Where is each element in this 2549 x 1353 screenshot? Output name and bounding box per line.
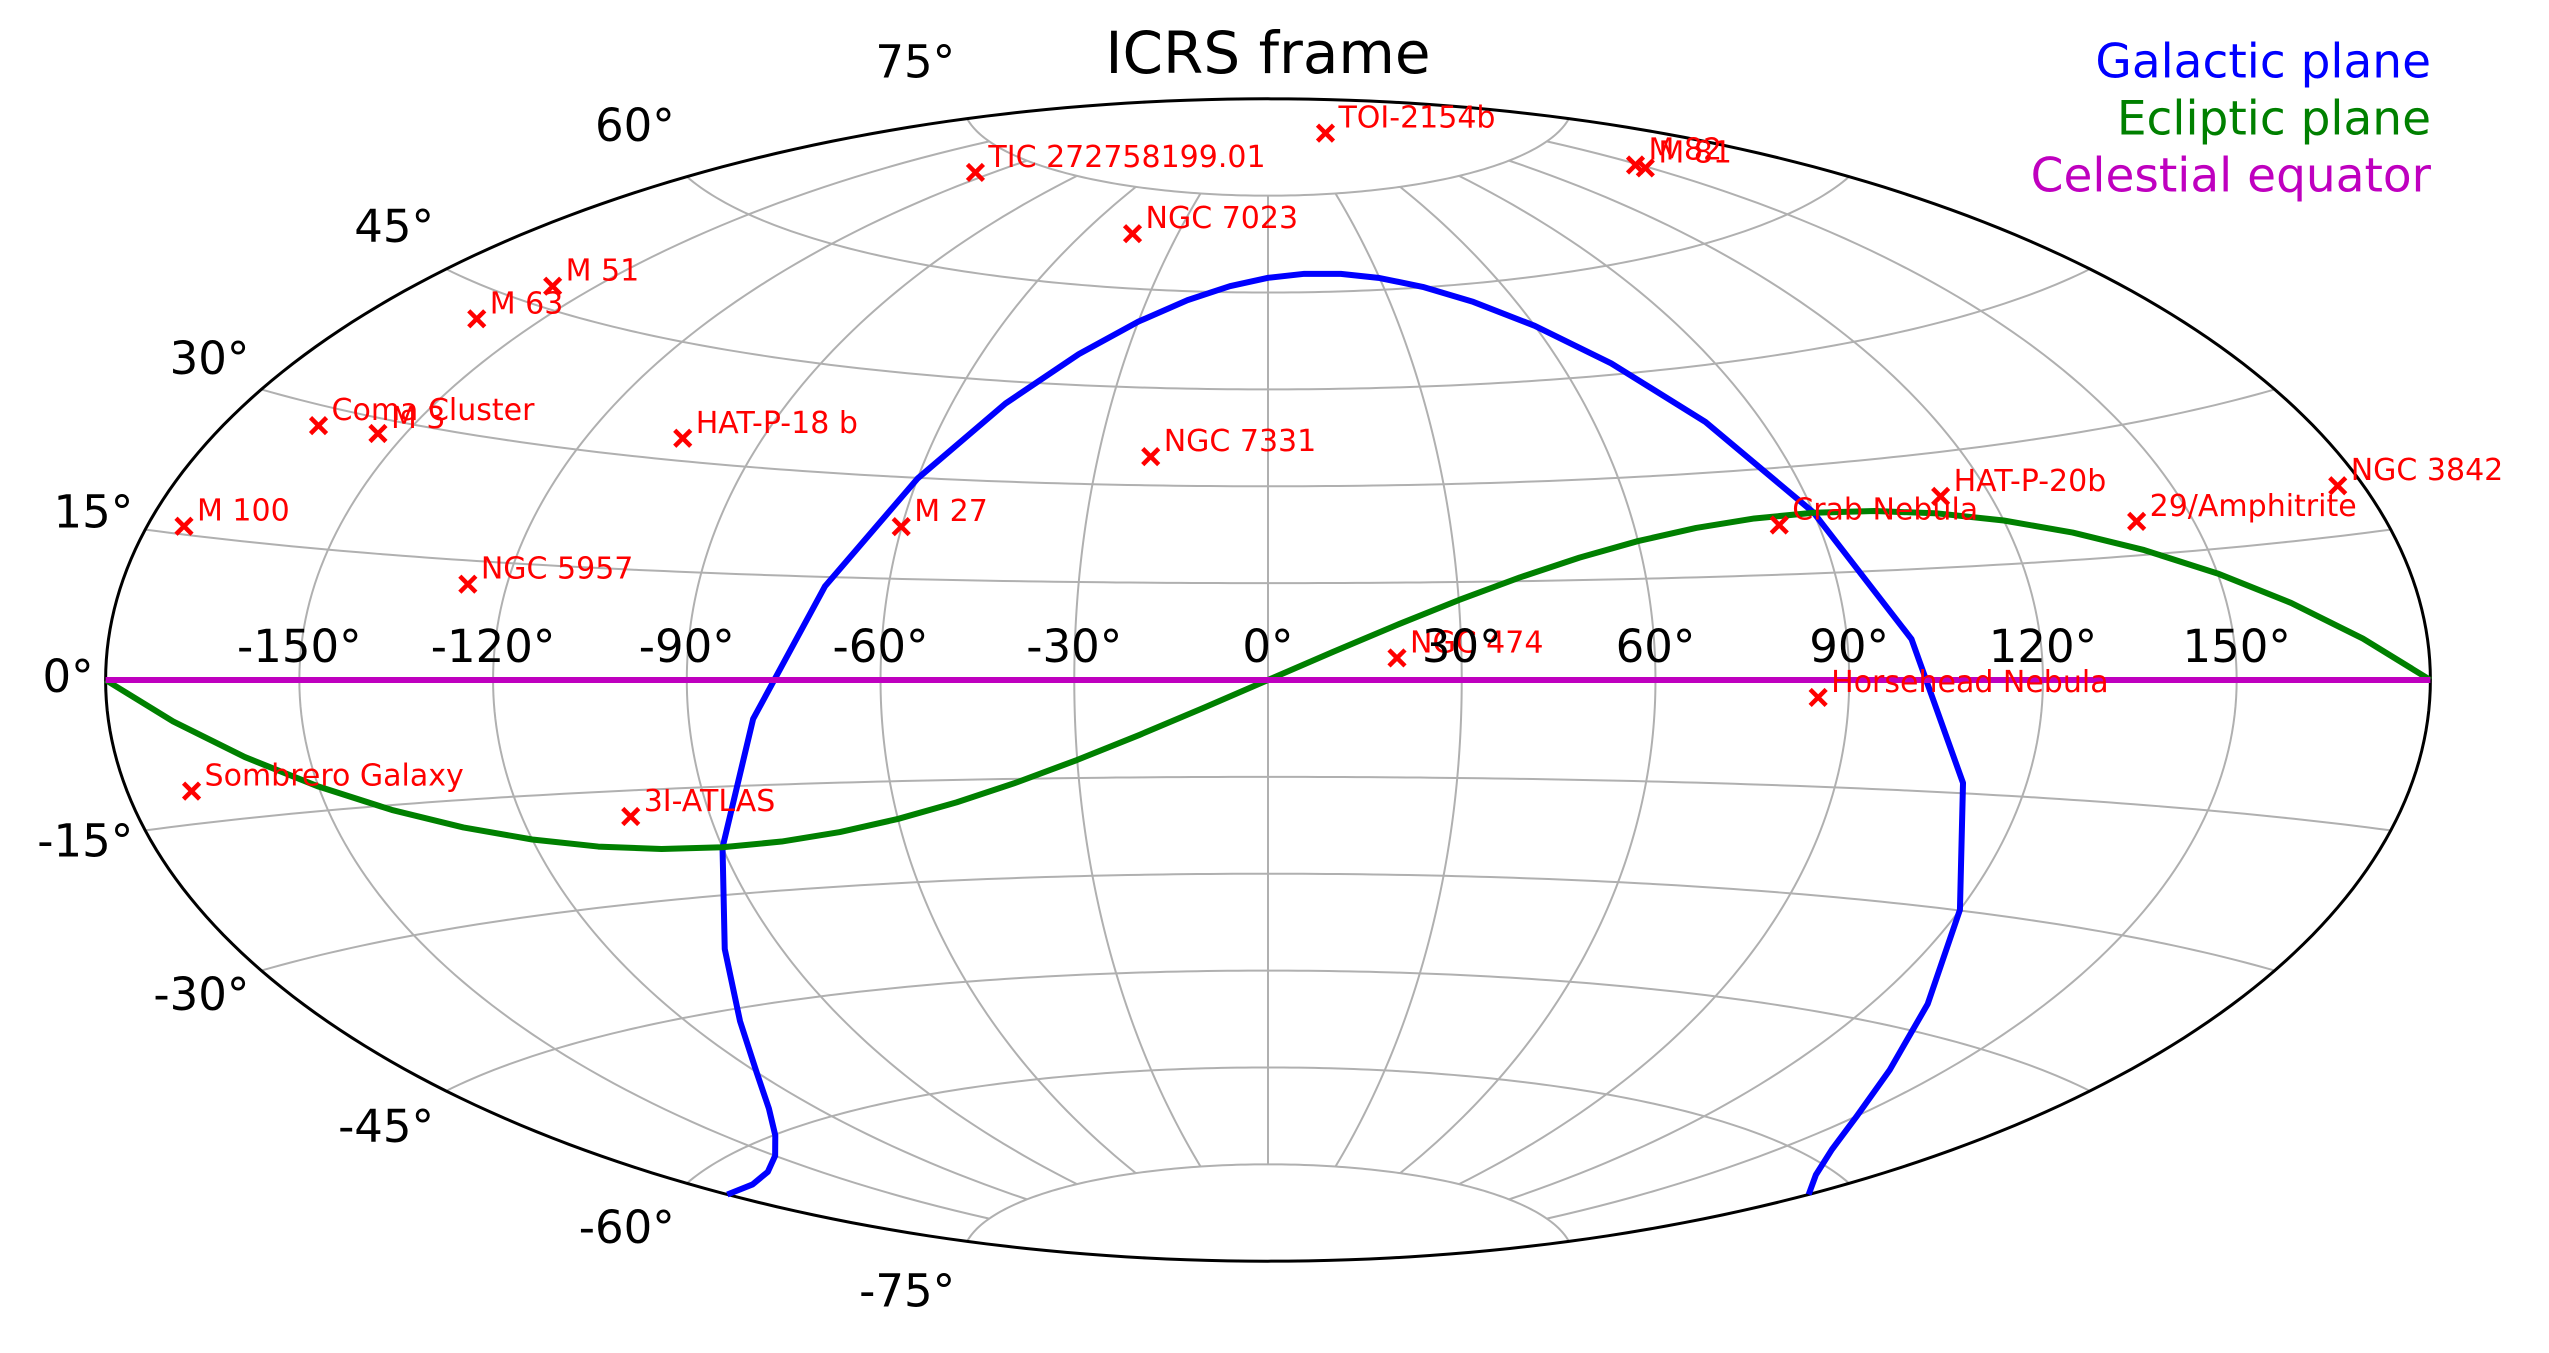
x-tick-label: -30° <box>1026 620 1122 673</box>
point-label: NGC 3842 <box>2351 453 2504 488</box>
frame <box>104 97 2432 1263</box>
marker-stroke <box>543 276 563 296</box>
marker <box>1931 486 1951 506</box>
point-label: Horsehead Nebula <box>1831 665 2108 700</box>
x-tick-label: 0° <box>1242 620 1293 673</box>
marker <box>1808 687 1828 708</box>
point-label: 29/Amphitrite <box>2150 489 2357 524</box>
marker <box>673 428 693 448</box>
marker <box>1635 158 1655 178</box>
marker <box>621 806 641 827</box>
x-tick-label: 90° <box>1809 620 1889 673</box>
y-tick-label: -75° <box>859 1265 955 1318</box>
point-label: Sombrero Galaxy <box>205 759 464 794</box>
point-label: HAT-P-20b <box>1954 464 2107 499</box>
marker-stroke <box>891 517 911 537</box>
y-tick-label: 0° <box>42 650 93 703</box>
marker-stroke <box>458 574 478 594</box>
marker <box>2127 511 2147 531</box>
line-series <box>719 270 1967 1198</box>
x-tick-label: 60° <box>1616 620 1696 673</box>
marker-stroke <box>621 806 641 827</box>
marker <box>458 574 478 594</box>
marker-stroke <box>1387 648 1407 668</box>
y-tick-label: -30° <box>153 968 249 1021</box>
legend-label: Galactic plane <box>2095 35 2431 90</box>
marker <box>1315 123 1336 143</box>
x-tick-label: 150° <box>2182 620 2290 673</box>
x-tick-label: 120° <box>1989 620 2097 673</box>
marker-stroke <box>1635 158 1655 178</box>
y-tick-label: -60° <box>579 1201 675 1254</box>
point-label: Coma Cluster <box>332 393 536 428</box>
chart-title: ICRS frame <box>1105 19 1430 87</box>
marker-stroke <box>308 416 329 436</box>
point-label: M 63 <box>490 286 564 321</box>
marker-stroke <box>467 309 487 329</box>
point-label: NGC 474 <box>1410 625 1543 660</box>
x-tick-label: 30° <box>1422 620 1502 673</box>
point-label: TOI-2154b <box>1337 101 1495 136</box>
marker <box>467 309 487 329</box>
y-tick-label: 15° <box>53 485 133 538</box>
marker-stroke <box>965 162 986 183</box>
marker-stroke <box>2328 476 2348 496</box>
point-label: TIC 272758199.01 <box>987 140 1265 175</box>
marker <box>1387 648 1407 668</box>
y-tick-label: -15° <box>37 815 133 868</box>
point-label: M 27 <box>914 494 988 529</box>
marker-stroke <box>1315 123 1336 143</box>
marker <box>1122 224 1143 244</box>
x-tick-label: -60° <box>833 620 929 673</box>
marker <box>543 276 563 296</box>
legend-label: Celestial equator <box>2031 149 2432 204</box>
marker <box>308 416 329 436</box>
y-tick-label: 30° <box>170 332 250 385</box>
marker <box>2328 476 2348 496</box>
marker <box>1769 515 1789 535</box>
x-tick-label: -150° <box>237 620 362 673</box>
marker-stroke <box>1625 155 1646 175</box>
point-label: M 51 <box>566 254 640 289</box>
point-label: NGC 5957 <box>481 552 634 587</box>
point-label: M 100 <box>197 494 290 529</box>
point-label: NGC 7023 <box>1146 201 1299 236</box>
point-label: HAT-P-18 b <box>696 406 858 441</box>
marker <box>965 162 986 183</box>
marker-stroke <box>673 428 693 448</box>
point-label: 3I-ATLAS <box>644 784 776 819</box>
marker <box>181 781 202 801</box>
marker-stroke <box>1769 515 1789 535</box>
y-tick-label: 45° <box>354 200 434 253</box>
y-tick-label: -45° <box>338 1100 434 1153</box>
point-label: M 3 <box>391 401 446 436</box>
marker-stroke <box>1808 687 1828 708</box>
marker <box>174 516 194 536</box>
legend-label: Ecliptic plane <box>2117 92 2431 147</box>
marker-stroke <box>181 781 202 801</box>
marker-stroke <box>1931 486 1951 506</box>
marker <box>1141 447 1161 467</box>
x-tick-label: -90° <box>639 620 735 673</box>
marker-stroke <box>368 423 388 444</box>
point-label: Crab Nebula <box>1792 493 1978 528</box>
marker-stroke <box>174 516 194 536</box>
y-tick-label: 60° <box>595 99 675 152</box>
marker-stroke <box>1122 224 1143 244</box>
marker <box>891 517 911 537</box>
x-tick-label: -120° <box>431 620 556 673</box>
point-label: NGC 7331 <box>1164 424 1317 459</box>
y-tick-label: 75° <box>875 35 955 88</box>
marker <box>368 423 388 444</box>
point-label: M 82 <box>1649 133 1723 168</box>
point-label: M 81 <box>1658 135 1732 170</box>
marker-stroke <box>2127 511 2147 531</box>
marker-stroke <box>1141 447 1161 467</box>
